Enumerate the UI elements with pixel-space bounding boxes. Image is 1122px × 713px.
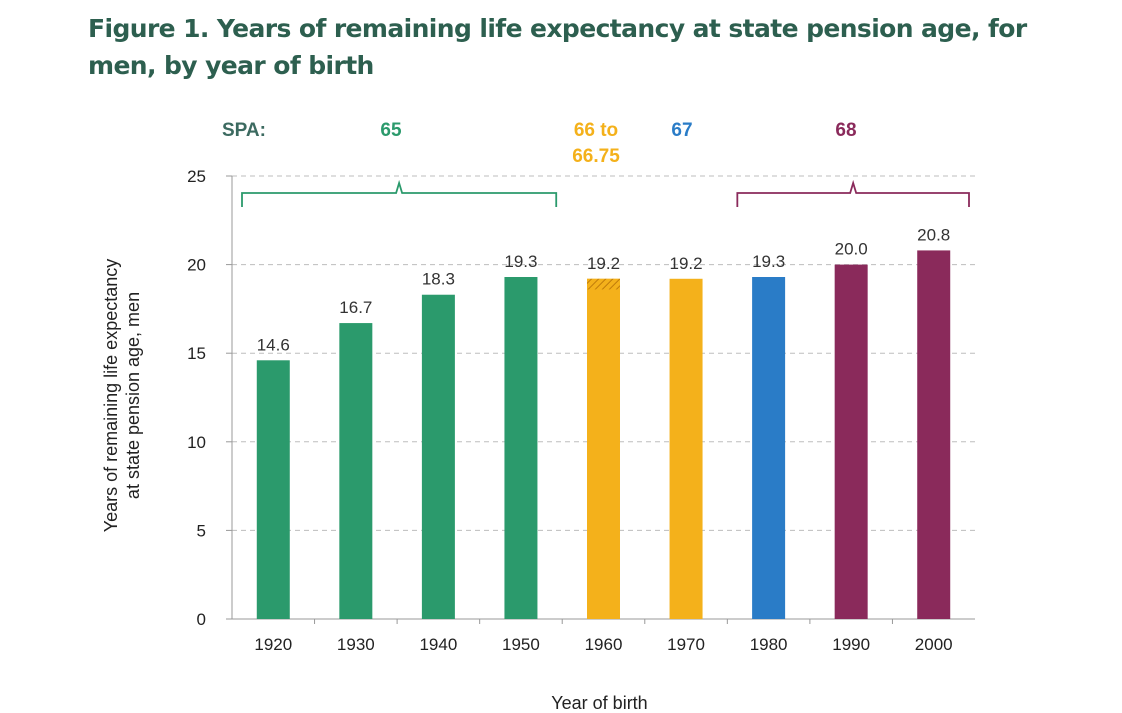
y-tick-label: 10 xyxy=(187,433,206,452)
y-tick-label: 0 xyxy=(197,610,206,629)
x-tick-label: 1970 xyxy=(667,635,705,654)
x-tick-label: 1920 xyxy=(254,635,292,654)
hatched-segment-1960 xyxy=(587,278,620,290)
bar-1960 xyxy=(587,278,620,619)
spa-group-label-line: 66 to xyxy=(574,120,618,141)
spa-group-label-line: 66.75 xyxy=(572,146,620,167)
x-tick-label: 1990 xyxy=(832,635,870,654)
spa-group-label-line: 67 xyxy=(671,120,692,141)
data-label-1980: 19.3 xyxy=(752,252,785,271)
y-tick-label: 25 xyxy=(187,167,206,186)
bars xyxy=(256,250,951,619)
data-label-1990: 20.0 xyxy=(835,240,868,259)
bar-2000 xyxy=(917,250,951,619)
spa-group-label: 67 xyxy=(671,120,692,141)
spa-label: SPA: xyxy=(222,120,266,141)
data-label-1970: 19.2 xyxy=(670,254,703,273)
bar-1920 xyxy=(256,360,290,619)
data-label-1950: 19.3 xyxy=(504,252,537,271)
spa-group-label: 68 xyxy=(835,120,856,141)
x-tick-label: 1940 xyxy=(419,635,457,654)
bar-1950 xyxy=(504,277,538,619)
data-label-1940: 18.3 xyxy=(422,270,455,289)
spa-bracket xyxy=(736,179,970,207)
x-axis-title: Year of birth xyxy=(551,693,647,713)
bar-1930 xyxy=(339,323,373,619)
bar-1980 xyxy=(752,277,786,619)
chart-title: Figure 1. Years of remaining life expect… xyxy=(88,14,1027,80)
bar-1990 xyxy=(834,264,868,619)
bar-1970 xyxy=(669,278,703,619)
spa-group-label: 65 xyxy=(380,120,402,141)
bar-1940 xyxy=(421,294,455,619)
data-label-2000: 20.8 xyxy=(917,225,950,244)
data-labels: 14.6 16.7 18.3 19.3 19.2 19.2 19.3 20.0 20.8 xyxy=(257,225,951,354)
y-tick-label: 20 xyxy=(187,256,206,275)
data-label-1960: 19.2 xyxy=(587,254,620,273)
x-tick-label: 1950 xyxy=(502,635,540,654)
y-axis-title-line: at state pension age, men xyxy=(123,292,143,499)
data-label-1920: 14.6 xyxy=(257,335,290,354)
spa-legend: SPA: 65 66 to 66.75 67 68 xyxy=(222,120,970,207)
y-tick-label: 5 xyxy=(197,521,206,540)
spa-group-label: 66 to 66.75 xyxy=(572,120,620,167)
x-tick-label: 1960 xyxy=(585,635,623,654)
y-tick-label: 15 xyxy=(187,344,206,363)
x-tick-label: 1980 xyxy=(750,635,788,654)
x-tick-label: 2000 xyxy=(915,635,953,654)
y-axis-title-line: Years of remaining life expectancy xyxy=(101,259,121,533)
y-axis-title: Years of remaining life expectancy at sta… xyxy=(101,259,143,533)
spa-group-label-line: 68 xyxy=(835,120,856,141)
spa-bracket xyxy=(241,179,558,207)
spa-group-label-line: 65 xyxy=(380,120,402,141)
x-tick-label: 1930 xyxy=(337,635,375,654)
data-label-1930: 16.7 xyxy=(339,298,372,317)
